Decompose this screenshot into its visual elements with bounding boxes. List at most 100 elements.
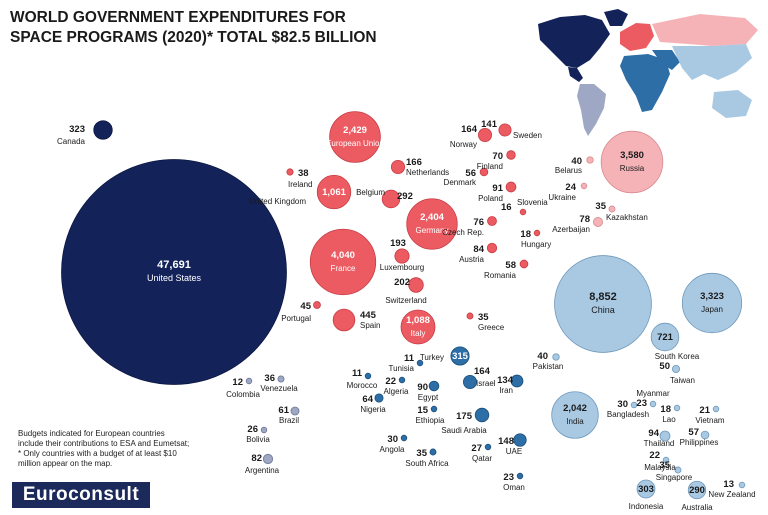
name-label-poland: Poland	[478, 194, 503, 203]
bubble-austria	[486, 242, 498, 254]
name-label-romania: Romania	[484, 271, 517, 280]
name-label-nigeria: Nigeria	[360, 405, 386, 414]
value-label-japan: 3,323	[700, 291, 724, 302]
value-label-argentina: 82	[251, 453, 262, 464]
name-label-algeria: Algeria	[384, 387, 409, 396]
name-label-thailand: Thailand	[644, 439, 675, 448]
bubble-sweden	[498, 123, 512, 137]
bubble-turkey	[450, 346, 470, 366]
name-label-india: India	[566, 417, 584, 426]
name-label-norway: Norway	[450, 140, 477, 149]
bubble-uae	[513, 433, 527, 447]
value-label-myanmar: 23	[636, 398, 647, 409]
value-label-israel: 164	[474, 366, 491, 377]
value-label-czech-rep: 76	[473, 217, 484, 228]
name-label-philippines: Philippines	[680, 438, 719, 447]
value-label-china: 8,852	[589, 291, 617, 303]
name-label-slovenia: Slovenia	[517, 198, 548, 207]
name-label-uae: UAE	[506, 447, 522, 456]
value-label-bolivia: 26	[247, 424, 258, 435]
value-label-angola: 30	[387, 434, 398, 445]
value-label-greece: 35	[478, 312, 489, 323]
name-label-myanmar: Myanmar	[636, 389, 670, 398]
name-label-venezuela: Venezuela	[260, 384, 298, 393]
bubble-vietnam	[712, 405, 720, 413]
value-label-germany: 2,404	[420, 212, 444, 223]
value-label-russia: 3,580	[620, 150, 644, 161]
value-label-belarus: 40	[571, 156, 582, 167]
value-label-malaysia: 22	[649, 450, 660, 461]
value-label-uae: 148	[498, 436, 514, 447]
name-label-united-kingdom: United Kingdom	[249, 197, 306, 206]
bubble-italy	[400, 309, 436, 345]
name-label-portugal: Portugal	[281, 314, 311, 323]
name-label-vietnam: Vietnam	[695, 416, 725, 425]
bubble-finland	[506, 150, 516, 160]
value-label-luxembourg: 193	[390, 238, 406, 249]
bubble-slovenia	[519, 208, 527, 216]
bubble-denmark	[479, 167, 489, 177]
name-label-argentina: Argentina	[245, 466, 280, 475]
name-label-egypt: Egypt	[418, 393, 439, 402]
value-label-bangladesh: 30	[617, 399, 628, 410]
bubble-singapore	[674, 466, 682, 474]
footnote-line-2: include their contributions to ESA and E…	[18, 439, 190, 448]
map-middle-east	[652, 50, 680, 70]
map-greenland	[604, 9, 628, 26]
name-label-united-states: United States	[147, 273, 202, 283]
value-label-italy: 1,088	[406, 315, 430, 326]
value-label-austria: 84	[473, 244, 484, 255]
map-central-america	[568, 67, 583, 82]
bubble-united-states	[61, 159, 287, 385]
name-label-finland: Finland	[477, 162, 503, 171]
bubble-united-kingdom	[316, 174, 352, 210]
name-label-japan: Japan	[701, 305, 723, 314]
bubble-colombia	[245, 377, 253, 385]
name-label-canada: Canada	[57, 137, 86, 146]
value-label-australia: 290	[689, 485, 705, 496]
bubble-portugal	[313, 301, 321, 309]
footnote-line-3: * Only countries with a budget of at lea…	[18, 449, 177, 458]
bubble-romania	[519, 259, 529, 269]
map-russia	[652, 14, 758, 46]
value-label-south-africa: 35	[416, 448, 427, 459]
name-label-morocco: Morocco	[347, 381, 378, 390]
labels-layer: 323 Canada 47,691 United States 2,429 Europea…	[57, 119, 756, 512]
bubble-canada	[93, 120, 113, 140]
bubble-norway	[478, 128, 492, 142]
world-map-inset	[538, 9, 758, 136]
value-label-pakistan: 40	[537, 351, 548, 362]
name-label-russia: Russia	[620, 164, 645, 173]
value-label-azerbaijan: 78	[579, 214, 590, 225]
name-label-pakistan: Pakistan	[533, 362, 564, 371]
chart-title: WORLD GOVERNMENT EXPENDITURES FOR SPACE …	[10, 8, 377, 48]
bubble-algeria	[398, 376, 406, 384]
value-label-nigeria: 64	[362, 394, 373, 405]
map-europe	[620, 23, 654, 51]
value-label-taiwan: 50	[659, 361, 670, 372]
bubble-luxembourg	[394, 248, 410, 264]
bubble-france	[309, 228, 377, 296]
bubble-japan	[681, 272, 743, 334]
name-label-austria: Austria	[459, 255, 484, 264]
bubble-malaysia	[662, 456, 670, 464]
name-label-sweden: Sweden	[513, 131, 542, 140]
name-label-tunisia: Tunisia	[389, 364, 415, 373]
value-label-spain: 445	[360, 310, 377, 321]
bubble-spain	[332, 308, 356, 332]
name-label-indonesia: Indonesia	[629, 502, 664, 511]
bubble-myanmar	[649, 400, 657, 408]
name-label-bangladesh: Bangladesh	[607, 410, 649, 419]
value-label-ethiopia: 15	[417, 405, 428, 416]
name-label-ethiopia: Ethiopia	[416, 416, 445, 425]
bubble-new-zealand	[738, 481, 746, 489]
footnote-line-1: Budgets indicated for European countries	[18, 429, 165, 438]
bubble-angola	[400, 434, 408, 442]
value-label-european-union: 2,429	[343, 125, 367, 136]
value-label-india: 2,042	[563, 403, 587, 414]
value-label-indonesia: 303	[638, 484, 654, 495]
value-label-poland: 91	[492, 183, 503, 194]
name-label-turkey: Turkey	[420, 353, 444, 362]
bubble-israel	[463, 375, 477, 389]
bubble-bangladesh	[630, 401, 638, 409]
